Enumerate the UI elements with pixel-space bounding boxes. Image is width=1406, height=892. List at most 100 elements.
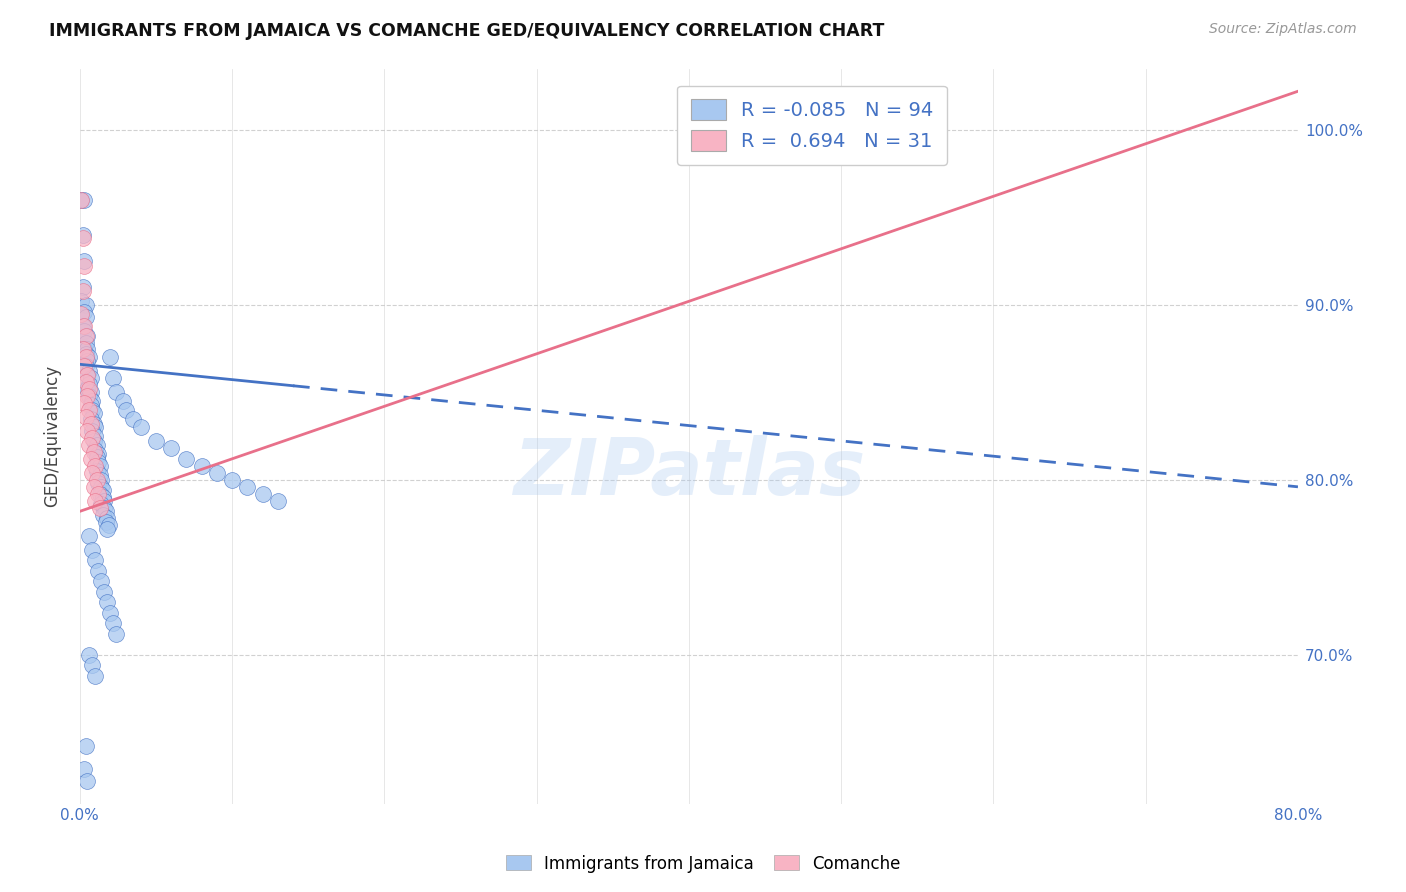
Point xyxy=(80,431,103,445)
Point xyxy=(98,351,121,365)
Point xyxy=(105,627,128,641)
Point xyxy=(77,438,100,452)
Point xyxy=(83,434,105,449)
Point xyxy=(221,473,243,487)
Point xyxy=(75,298,97,312)
Point xyxy=(145,434,167,449)
Point xyxy=(83,445,105,459)
Point xyxy=(80,466,103,480)
Point xyxy=(79,417,101,431)
Point xyxy=(96,522,118,536)
Point xyxy=(79,411,101,425)
Point xyxy=(91,491,114,505)
Point xyxy=(79,451,101,466)
Point xyxy=(75,351,97,365)
Point xyxy=(87,564,110,578)
Point xyxy=(93,500,115,515)
Point xyxy=(98,606,121,620)
Point xyxy=(70,193,93,207)
Point xyxy=(84,493,107,508)
Point xyxy=(91,483,114,498)
Point xyxy=(76,368,98,382)
Point xyxy=(87,487,110,501)
Point xyxy=(76,424,98,438)
Point xyxy=(75,739,97,753)
Point xyxy=(76,368,98,382)
Text: IMMIGRANTS FROM JAMAICA VS COMANCHE GED/EQUIVALENCY CORRELATION CHART: IMMIGRANTS FROM JAMAICA VS COMANCHE GED/… xyxy=(49,22,884,40)
Point xyxy=(75,409,97,424)
Point xyxy=(70,193,93,207)
Point xyxy=(93,493,115,508)
Point xyxy=(190,458,212,473)
Point xyxy=(89,487,111,501)
Point xyxy=(160,442,183,456)
Point xyxy=(114,402,136,417)
Point xyxy=(72,284,94,298)
Point xyxy=(72,342,94,356)
Point xyxy=(86,473,108,487)
Point xyxy=(87,446,110,460)
Point xyxy=(83,480,105,494)
Point xyxy=(89,458,111,473)
Point xyxy=(86,464,108,478)
Point xyxy=(73,359,96,373)
Point xyxy=(75,375,97,389)
Point xyxy=(70,294,93,309)
Legend: R = -0.085   N = 94, R =  0.694   N = 31: R = -0.085 N = 94, R = 0.694 N = 31 xyxy=(678,86,948,165)
Point xyxy=(267,493,290,508)
Point xyxy=(72,318,94,333)
Point xyxy=(94,515,117,529)
Point xyxy=(90,480,112,494)
Text: Source: ZipAtlas.com: Source: ZipAtlas.com xyxy=(1209,22,1357,37)
Point xyxy=(73,305,96,319)
Point xyxy=(80,394,103,409)
Point xyxy=(87,476,110,491)
Point xyxy=(84,458,107,473)
Point xyxy=(84,429,107,443)
Point xyxy=(76,353,98,368)
Point xyxy=(97,518,120,533)
Point xyxy=(111,394,134,409)
Point xyxy=(76,389,98,403)
Point xyxy=(70,307,93,321)
Point xyxy=(90,574,112,589)
Point xyxy=(84,669,107,683)
Point xyxy=(73,342,96,356)
Point xyxy=(72,227,94,242)
Point xyxy=(73,396,96,410)
Point xyxy=(93,584,115,599)
Point xyxy=(94,504,117,518)
Point xyxy=(73,260,96,274)
Point xyxy=(86,450,108,464)
Point xyxy=(122,411,145,425)
Point xyxy=(80,542,103,557)
Point xyxy=(75,347,97,361)
Point xyxy=(84,420,107,434)
Text: ZIPatlas: ZIPatlas xyxy=(513,434,865,511)
Point xyxy=(76,773,98,788)
Point xyxy=(80,402,103,417)
Point xyxy=(79,398,101,412)
Point xyxy=(176,451,198,466)
Point xyxy=(77,402,100,417)
Point xyxy=(72,280,94,294)
Point xyxy=(205,466,228,480)
Point xyxy=(90,473,112,487)
Point xyxy=(75,336,97,351)
Point xyxy=(77,648,100,662)
Point xyxy=(90,497,112,511)
Point xyxy=(89,467,111,482)
Point xyxy=(79,385,101,400)
Point xyxy=(91,508,114,522)
Point xyxy=(77,389,100,403)
Point xyxy=(77,376,100,391)
Point xyxy=(84,553,107,567)
Point xyxy=(76,329,98,343)
Point xyxy=(79,371,101,385)
Point xyxy=(83,417,105,431)
Point xyxy=(73,324,96,338)
Point xyxy=(83,406,105,420)
Point xyxy=(103,616,125,631)
Point xyxy=(252,487,274,501)
Y-axis label: GED/Equivalency: GED/Equivalency xyxy=(44,365,60,508)
